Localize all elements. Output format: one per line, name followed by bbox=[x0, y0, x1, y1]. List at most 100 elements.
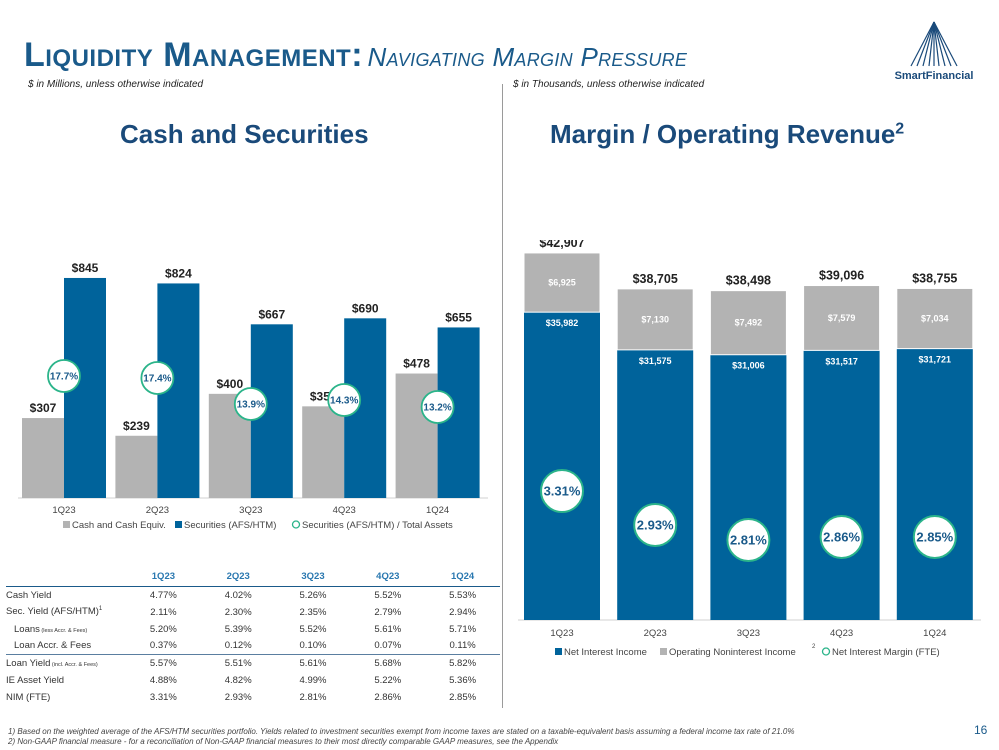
legend-label-nii: Net Interest Income bbox=[564, 647, 647, 658]
x-tick-1Q24: 1Q24 bbox=[426, 505, 449, 516]
nii-bar-3Q23 bbox=[710, 354, 787, 620]
nii-label-3Q23: $31,006 bbox=[732, 361, 765, 371]
ratio-circle-4Q23 bbox=[327, 383, 362, 417]
table-row: Loan Accr. & Fees 0.37% 0.12% 0.10% 0.07% 0.1… bbox=[6, 638, 500, 655]
total-label-1Q24: $38,755 bbox=[912, 271, 957, 285]
panel-divider bbox=[502, 84, 503, 708]
ratio-circle-1Q24 bbox=[420, 390, 455, 424]
cash-label-1Q24: $478 bbox=[403, 357, 430, 371]
nim-label-2Q23: 2.93% bbox=[637, 518, 674, 533]
table-cell: 0.37% bbox=[149, 640, 177, 652]
cash-bar-2Q23 bbox=[115, 435, 158, 498]
cash-bar-1Q23 bbox=[22, 418, 64, 498]
table-cell: 5.57% bbox=[126, 654, 201, 672]
table-cell: 4.77% bbox=[149, 589, 177, 601]
row-label: Sec. Yield (AFS/HTM)1 bbox=[6, 604, 126, 621]
table-cell: 5.71% bbox=[449, 623, 477, 635]
right-panel-title-sup: 2 bbox=[895, 120, 905, 138]
table-cell: 5.51% bbox=[200, 654, 276, 672]
legend-swatch-noninterest bbox=[660, 648, 667, 655]
header-1Q23: 1Q23 bbox=[126, 569, 201, 587]
ratio-circle-2Q23 bbox=[140, 361, 175, 395]
table-row: Cash Yield 4.77% 4.02% 5.26% 5.52% 5.53% bbox=[6, 587, 500, 604]
table-cell: 5.22% bbox=[374, 674, 402, 686]
row-label: Loan Accr. & Fees bbox=[6, 638, 126, 655]
table-cell: 4.02% bbox=[224, 589, 252, 601]
nii-label-1Q24: $31,721 bbox=[919, 355, 952, 365]
cash-label-3Q23: $400 bbox=[216, 377, 243, 391]
table-cell: 5.36% bbox=[449, 674, 477, 686]
table-cell: 2.11% bbox=[150, 606, 177, 618]
nim-label-3Q23: 2.81% bbox=[730, 533, 767, 548]
noninterest-label-4Q23: $7,579 bbox=[828, 313, 856, 323]
table-cell: 2.86% bbox=[374, 691, 402, 703]
page-number: 16 bbox=[974, 723, 988, 737]
yields-table-header: 1Q23 2Q23 3Q23 4Q23 1Q24 bbox=[6, 569, 500, 587]
row-label: IE Asset Yield bbox=[6, 672, 126, 689]
noninterest-bar-1Q24 bbox=[896, 287, 974, 350]
table-cell: 0.11% bbox=[449, 640, 476, 652]
left-units-note: $ in Millions, unless otherwise indicate… bbox=[28, 79, 204, 90]
table-cell: 5.61% bbox=[374, 623, 402, 635]
ratio-label-1Q23: 17.7% bbox=[50, 372, 78, 383]
footnotes: 1) Based on the weighted average of the … bbox=[8, 727, 795, 747]
table-cell: 4.88% bbox=[149, 674, 177, 686]
row-label-footnote-ref: 1 bbox=[98, 606, 103, 613]
row-label-text: Loan Yield bbox=[6, 657, 51, 669]
table-cell: 5.53% bbox=[449, 589, 477, 601]
legend-label-cash: Cash and Cash Equiv. bbox=[72, 520, 166, 531]
securities-label-1Q23: $845 bbox=[72, 261, 99, 275]
company-logo: SmartFinancial bbox=[884, 20, 984, 86]
x-tick-3Q23: 3Q23 bbox=[239, 505, 262, 516]
cash-securities-chart: $307 $845 17.7% 1Q23 $239 $824 17.4% 2Q23 $400 $6… bbox=[0, 222, 502, 542]
table-cell: 2.35% bbox=[299, 606, 327, 618]
nim-label-1Q24: 2.85% bbox=[916, 530, 953, 545]
table-cell: 5.82% bbox=[425, 654, 500, 672]
nim-circle-1Q23 bbox=[540, 469, 584, 513]
legend-label-nim: Net Interest Margin (FTE) bbox=[832, 647, 940, 658]
legend-swatch-ratio bbox=[291, 520, 301, 529]
row-label: Loans (less Accr. & Fees) bbox=[6, 621, 126, 638]
legend-label-noninterest: Operating Noninterest Income bbox=[669, 647, 796, 658]
table-cell: 2.94% bbox=[449, 606, 477, 618]
cash-securities-svg: $307 $845 17.7% 1Q23 $239 $824 17.4% 2Q23 $400 $6… bbox=[18, 261, 488, 531]
nii-bar-4Q23 bbox=[803, 350, 880, 620]
table-cell: 2.79% bbox=[374, 606, 402, 618]
nii-label-4Q23: $31,517 bbox=[825, 356, 858, 366]
noninterest-bar-2Q23 bbox=[616, 288, 694, 351]
securities-label-1Q24: $655 bbox=[445, 310, 472, 324]
legend-label-ratio: Securities (AFS/HTM) / Total Assets bbox=[302, 520, 453, 531]
legend-swatch-nim bbox=[821, 647, 831, 656]
x-tick-4Q23: 4Q23 bbox=[830, 628, 853, 639]
ratio-label-4Q23: 14.3% bbox=[330, 396, 358, 407]
total-label-3Q23: $38,498 bbox=[726, 274, 771, 288]
nim-circle-2Q23 bbox=[633, 503, 678, 547]
nii-bar-1Q24 bbox=[896, 348, 973, 620]
ratio-label-1Q24: 13.2% bbox=[423, 403, 451, 414]
table-cell: 4.99% bbox=[299, 674, 327, 686]
row-label-text: IE Asset Yield bbox=[6, 674, 65, 686]
table-cell: 5.20% bbox=[149, 623, 177, 635]
x-tick-1Q24: 1Q24 bbox=[923, 628, 946, 639]
row-label-text: Sec. Yield (AFS/HTM) bbox=[6, 606, 99, 618]
noninterest-label-2Q23: $7,130 bbox=[641, 314, 669, 324]
legend-label-securities: Securities (AFS/HTM) bbox=[184, 520, 276, 531]
table-cell: 5.61% bbox=[275, 654, 351, 672]
right-panel-title-text: Margin / Operating Revenue bbox=[550, 119, 896, 149]
securities-label-2Q23: $824 bbox=[165, 266, 192, 280]
table-cell: 4.82% bbox=[224, 674, 252, 686]
noninterest-bar-1Q23 bbox=[523, 252, 601, 313]
row-label: Loan Yield (incl. Accr. & Fees) bbox=[6, 654, 126, 672]
table-cell: 2.93% bbox=[224, 691, 252, 703]
row-label-text: Loan Accr. & Fees bbox=[14, 640, 92, 652]
table-cell: 5.68% bbox=[350, 654, 426, 672]
table-row: Sec. Yield (AFS/HTM)1 2.11% 2.30% 2.35% 2.79… bbox=[6, 604, 500, 621]
row-label: NIM (FTE) bbox=[6, 689, 126, 706]
table-cell: 0.10% bbox=[299, 640, 327, 652]
total-label-1Q23: $42,907 bbox=[539, 240, 584, 250]
table-row: Loans (less Accr. & Fees) 5.20% 5.39% 5.52%… bbox=[6, 621, 500, 638]
nii-label-1Q23: $35,982 bbox=[546, 318, 579, 328]
table-cell: 0.12% bbox=[224, 640, 252, 652]
cash-bar-4Q23 bbox=[302, 406, 345, 498]
nii-bar-2Q23 bbox=[617, 349, 694, 620]
